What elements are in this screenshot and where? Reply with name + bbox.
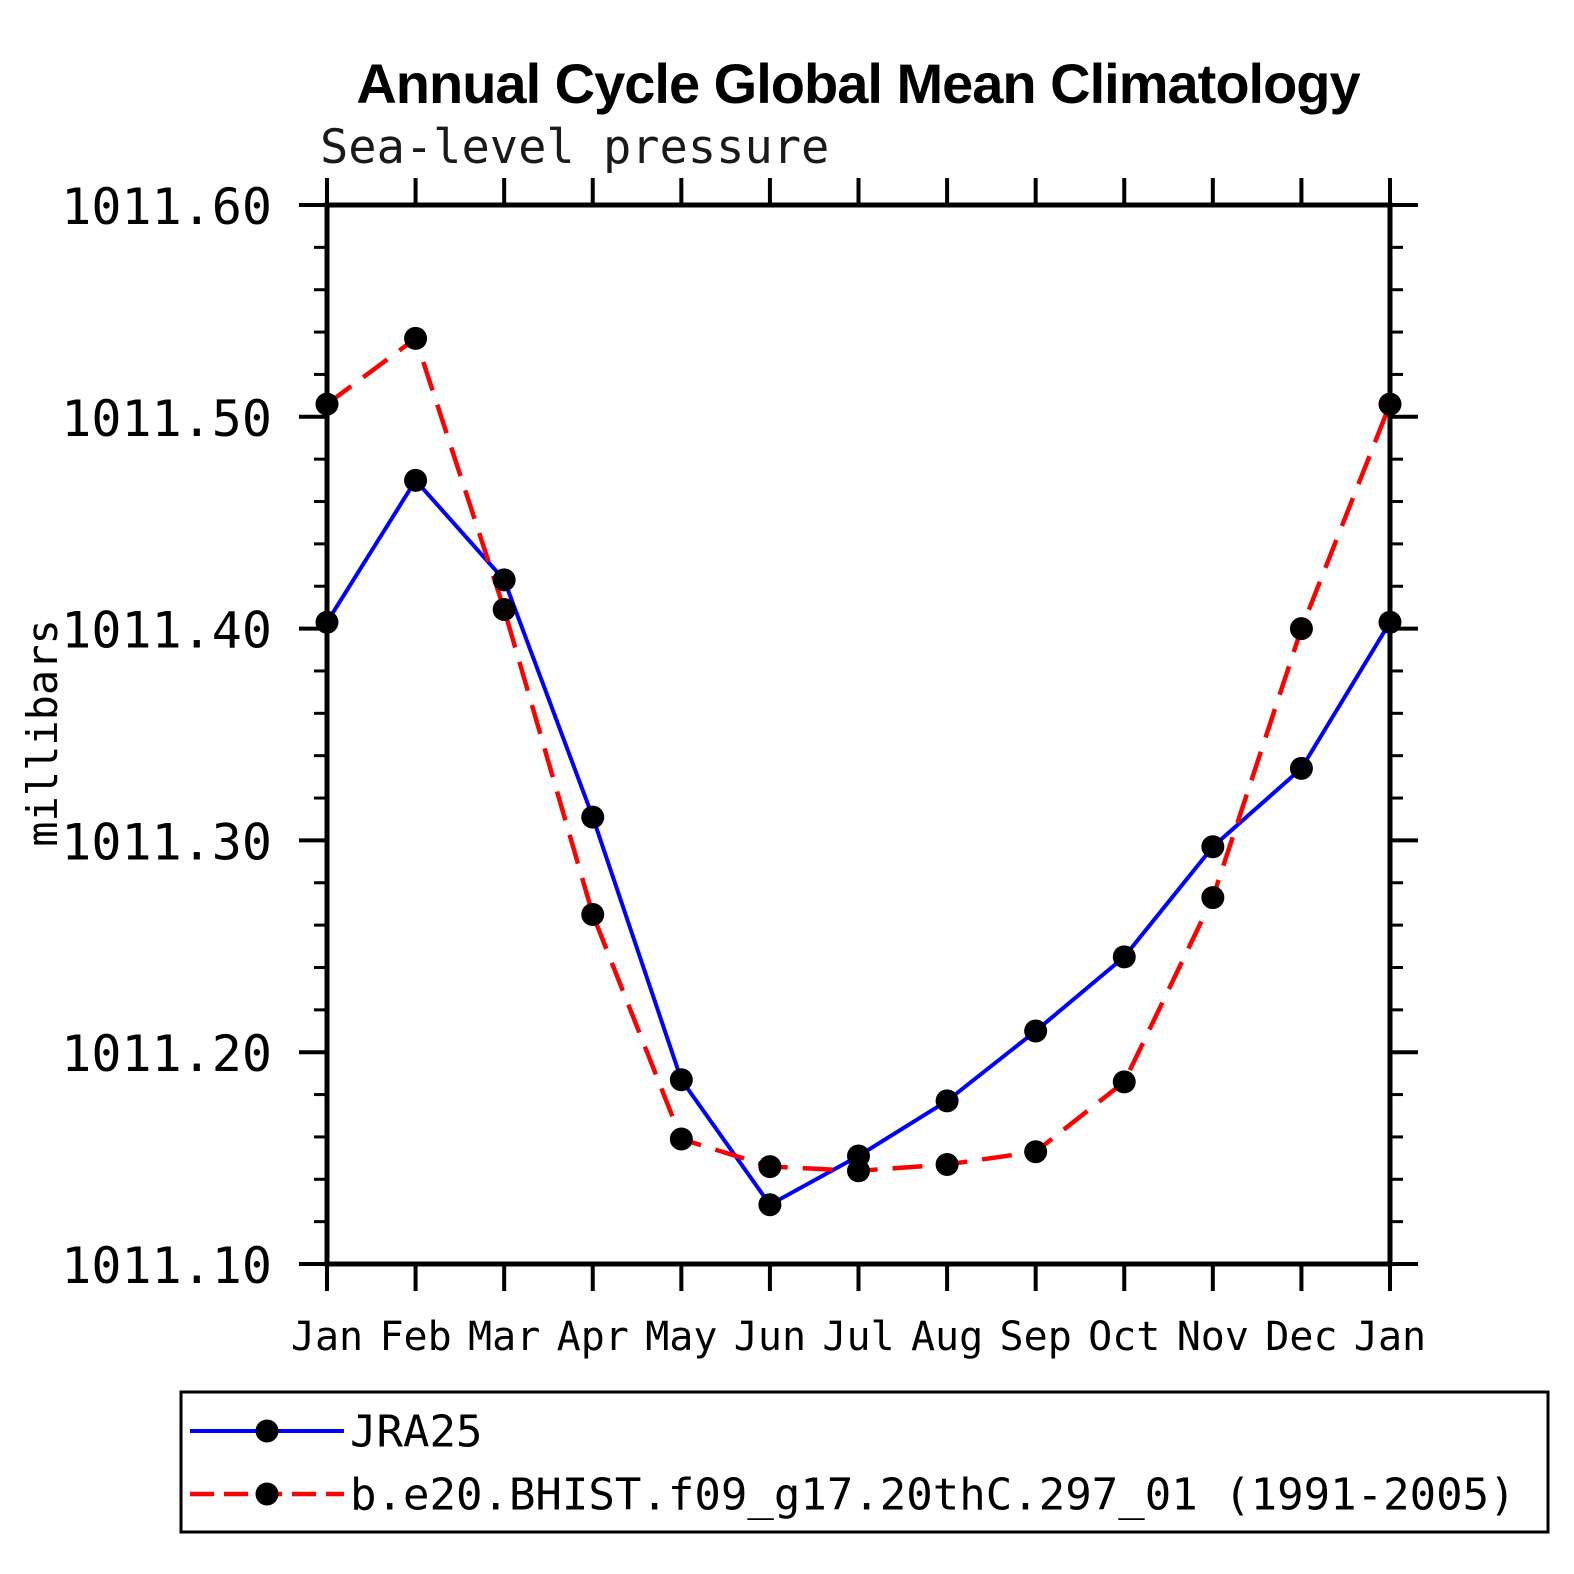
x-tick-label: Nov xyxy=(1177,1314,1249,1360)
data-point-marker-jra25 xyxy=(1024,1019,1048,1043)
x-tick-label: Aug xyxy=(911,1314,983,1360)
legend-marker-jra25-icon xyxy=(255,1419,279,1443)
x-tick-label: Jun xyxy=(734,1314,806,1360)
data-point-marker-bhist-model xyxy=(1201,886,1225,910)
data-point-marker-jra25 xyxy=(492,568,516,592)
x-tick-label: Oct xyxy=(1088,1314,1160,1360)
legend-label-bhist-model: b.e20.BHIST.f09_g17.20thC.297_01 (1991-2… xyxy=(350,1470,1516,1521)
data-point-marker-bhist-model xyxy=(758,1155,782,1179)
y-tick-label: 1011.50 xyxy=(61,390,272,448)
data-point-marker-jra25 xyxy=(404,468,428,492)
data-point-marker-jra25 xyxy=(315,610,339,634)
y-tick-label: 1011.60 xyxy=(61,178,272,236)
chart-title: Annual Cycle Global Mean Climatology xyxy=(356,52,1360,115)
x-tick-label: May xyxy=(645,1314,717,1360)
data-point-marker-bhist-model xyxy=(404,326,428,350)
data-point-marker-jra25 xyxy=(1289,756,1313,780)
y-tick-label: 1011.40 xyxy=(61,602,272,660)
x-tick-label: Apr xyxy=(557,1314,629,1360)
legend-label-jra25: JRA25 xyxy=(350,1407,482,1458)
data-point-marker-bhist-model xyxy=(1112,1070,1136,1094)
data-point-marker-bhist-model xyxy=(847,1159,870,1183)
data-point-marker-jra25 xyxy=(669,1068,693,1092)
y-tick-label: 1011.20 xyxy=(61,1025,272,1083)
x-tick-label: Jan xyxy=(1354,1314,1426,1360)
x-tick-label: Sep xyxy=(1000,1314,1072,1360)
data-point-marker-jra25 xyxy=(935,1089,959,1113)
data-point-marker-bhist-model xyxy=(492,598,516,622)
legend-entry-jra25: JRA25 xyxy=(190,1407,482,1458)
x-tick-label: Jan xyxy=(291,1314,363,1360)
data-point-marker-bhist-model xyxy=(1024,1140,1048,1164)
x-tick-label: Jul xyxy=(822,1314,894,1360)
legend-entry-bhist-model: b.e20.BHIST.f09_g17.20thC.297_01 (1991-2… xyxy=(190,1470,1516,1521)
plot-area: Jan Feb Mar Apr May Jun Jul Aug Sep Oct Nov Dec Jan 1… xyxy=(61,178,1426,1360)
chart-subtitle: Sea-level pressure xyxy=(320,120,829,175)
data-point-marker-jra25 xyxy=(1112,945,1136,969)
x-tick-label: Dec xyxy=(1265,1314,1337,1360)
data-point-marker-bhist-model xyxy=(1378,392,1402,416)
y-tick-label: 1011.30 xyxy=(61,813,272,871)
series-line-bhist-model xyxy=(325,334,1393,1174)
data-point-marker-bhist-model xyxy=(669,1127,693,1151)
plot-frame xyxy=(324,202,1393,1267)
data-point-marker-bhist-model xyxy=(1289,617,1313,641)
y-axis-title: millibars xyxy=(18,619,67,847)
legend-box xyxy=(179,1390,1550,1534)
data-point-marker-bhist-model xyxy=(581,903,605,927)
x-tick-label: Mar xyxy=(468,1314,540,1360)
data-point-marker-jra25 xyxy=(1201,835,1225,859)
legend: JRA25 b.e20.BHIST.f09_g17.20thC.297_01 (… xyxy=(179,1390,1550,1534)
y-tick-label: 1011.10 xyxy=(61,1237,272,1295)
data-point-marker-jra25 xyxy=(581,805,605,829)
data-point-marker-jra25 xyxy=(1378,610,1402,634)
data-point-marker-bhist-model xyxy=(935,1152,959,1176)
legend-marker-bhist-model-icon xyxy=(255,1482,279,1506)
data-point-marker-jra25 xyxy=(758,1193,782,1217)
data-point-marker-bhist-model xyxy=(315,392,339,416)
x-tick-label: Feb xyxy=(379,1314,451,1360)
